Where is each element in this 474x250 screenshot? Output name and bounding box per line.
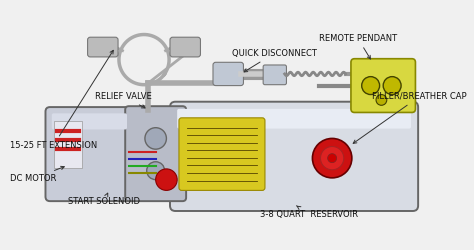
- FancyBboxPatch shape: [54, 122, 82, 168]
- FancyBboxPatch shape: [351, 59, 415, 112]
- FancyBboxPatch shape: [52, 113, 127, 130]
- FancyBboxPatch shape: [170, 37, 201, 57]
- Text: DC MOTOR: DC MOTOR: [9, 166, 64, 183]
- Text: 15-25 FT EXTENSION: 15-25 FT EXTENSION: [9, 50, 113, 150]
- Circle shape: [328, 154, 337, 162]
- Circle shape: [155, 169, 177, 190]
- Circle shape: [320, 146, 344, 170]
- FancyBboxPatch shape: [46, 107, 133, 201]
- FancyBboxPatch shape: [125, 106, 186, 201]
- Circle shape: [312, 138, 352, 178]
- Circle shape: [383, 77, 401, 94]
- Text: 3-8 QUART  RESERVOIR: 3-8 QUART RESERVOIR: [261, 206, 358, 219]
- Text: QUICK DISCONNECT: QUICK DISCONNECT: [232, 49, 317, 72]
- Circle shape: [362, 77, 380, 94]
- Text: START SOLENOID: START SOLENOID: [68, 193, 140, 206]
- FancyBboxPatch shape: [170, 102, 418, 211]
- FancyBboxPatch shape: [88, 37, 118, 57]
- Text: REMOTE PENDANT: REMOTE PENDANT: [319, 34, 397, 59]
- Circle shape: [145, 128, 166, 149]
- FancyBboxPatch shape: [177, 109, 411, 128]
- FancyBboxPatch shape: [179, 118, 265, 190]
- Circle shape: [376, 94, 387, 105]
- FancyBboxPatch shape: [263, 65, 286, 85]
- Text: RELIEF VALVE: RELIEF VALVE: [95, 92, 152, 108]
- FancyBboxPatch shape: [213, 62, 244, 86]
- Circle shape: [147, 162, 164, 180]
- Text: FILLER/BREATHER CAP: FILLER/BREATHER CAP: [353, 92, 467, 143]
